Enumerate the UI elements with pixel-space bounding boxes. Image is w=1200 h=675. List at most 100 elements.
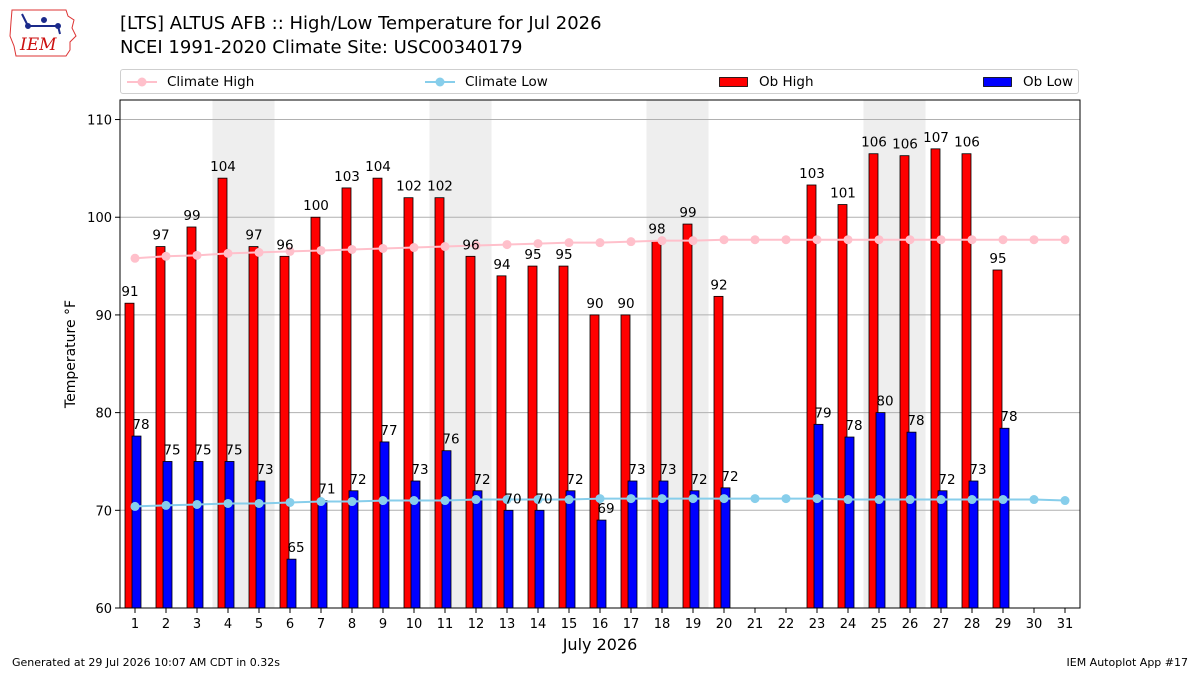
climate-low-point [471, 495, 481, 505]
ob-low-bar [131, 435, 142, 609]
ob-low-value-label: 73 [969, 462, 986, 478]
x-tick-label: 6 [286, 617, 294, 632]
climate-high-point [378, 243, 388, 253]
climate-high-point [502, 240, 512, 250]
chart-title: [LTS] ALTUS AFB :: High/Low Temperature … [120, 12, 602, 60]
x-tick-label: 18 [654, 617, 671, 632]
x-tick-label: 2 [162, 617, 170, 632]
ob-low-value-label: 72 [473, 472, 490, 488]
climate-high-point [409, 243, 419, 253]
ob-high-value-label: 102 [427, 179, 453, 195]
climate-low-point [595, 494, 605, 504]
iem-logo-text: IEM [19, 35, 57, 55]
climate-high-point [812, 235, 822, 245]
climate-high-point [347, 244, 357, 254]
x-tick-label: 21 [747, 617, 764, 632]
ob-high-value-label: 97 [245, 228, 262, 244]
ob-low-bar [224, 461, 235, 609]
climate-high-point [843, 235, 853, 245]
ob-high-value-label: 106 [954, 135, 980, 151]
ob-high-value-label: 92 [710, 277, 727, 293]
ob-high-value-label: 97 [152, 228, 169, 244]
x-tick-label: 8 [348, 617, 356, 632]
ob-low-bar [999, 427, 1010, 609]
x-tick-label: 13 [499, 617, 516, 632]
ob-low-bar [534, 509, 545, 609]
ob-low-value-label: 73 [659, 462, 676, 478]
climate-low-point [936, 495, 946, 505]
ob-low-value-label: 72 [721, 469, 738, 485]
ob-high-value-label: 99 [679, 205, 696, 221]
weather-station-icon [21, 13, 61, 35]
y-tick-label: 70 [95, 504, 112, 519]
x-tick-label: 5 [255, 617, 263, 632]
ob-low-bar [937, 490, 948, 609]
legend-line-marker-icon [127, 77, 157, 87]
ob-low-value-label: 73 [411, 462, 428, 478]
x-tick-label: 1 [131, 617, 139, 632]
legend-climate-low-label: Climate Low [465, 74, 548, 90]
ob-high-value-label: 107 [923, 130, 949, 146]
ob-low-value-label: 79 [814, 405, 831, 421]
climate-high-point [440, 242, 450, 252]
climate-low-point [657, 494, 667, 504]
ob-low-value-label: 73 [256, 462, 273, 478]
legend-line-marker-icon [425, 77, 455, 87]
y-tick-label: 110 [87, 114, 112, 129]
ob-low-bar [286, 558, 297, 609]
ob-low-bar [565, 490, 576, 609]
chart-title-line1: [LTS] ALTUS AFB :: High/Low Temperature … [120, 13, 602, 34]
ob-low-value-label: 71 [318, 482, 335, 498]
ob-low-bar [162, 461, 173, 609]
ob-low-value-label: 76 [442, 432, 459, 448]
ob-low-value-label: 65 [287, 540, 304, 556]
climate-high-point [750, 235, 760, 245]
ob-low-bar [813, 423, 824, 609]
ob-high-value-label: 96 [276, 237, 293, 253]
ob-high-value-label: 90 [617, 296, 634, 312]
ob-low-value-label: 70 [535, 491, 552, 507]
ob-low-bar [379, 441, 390, 609]
climate-high-point [254, 247, 264, 257]
legend-climate-high: Climate High [127, 73, 254, 91]
x-tick-label: 29 [995, 617, 1012, 632]
ob-high-value-label: 98 [648, 222, 665, 238]
iem-logo: IEM [9, 9, 77, 57]
ob-low-bar [348, 490, 359, 609]
climate-high-point [874, 235, 884, 245]
climate-low-point [1029, 495, 1039, 505]
climate-high-point [905, 235, 915, 245]
climate-high-point [192, 250, 202, 260]
x-tick-label: 11 [437, 617, 454, 632]
climate-low-point [254, 498, 264, 508]
climate-low-point [316, 497, 326, 507]
climate-low-point [378, 496, 388, 506]
x-tick-label: 10 [406, 617, 423, 632]
ob-low-value-label: 78 [1000, 409, 1017, 425]
x-tick-label: 28 [964, 617, 981, 632]
ob-low-value-label: 80 [876, 394, 893, 410]
y-tick-label: 80 [95, 407, 112, 422]
climate-high-point [657, 236, 667, 246]
climate-low-point [905, 495, 915, 505]
climate-high-point [595, 238, 605, 248]
climate-low-point [998, 495, 1008, 505]
ob-low-bar [875, 412, 886, 609]
legend-ob-high-label: Ob High [759, 74, 814, 90]
ob-low-bar [906, 431, 917, 609]
climate-low-point [688, 494, 698, 504]
ob-high-value-label: 102 [396, 179, 422, 195]
x-tick-label: 27 [933, 617, 950, 632]
x-axis-label: July 2026 [562, 635, 638, 654]
climate-low-point [626, 494, 636, 504]
ob-high-value-label: 100 [303, 198, 329, 214]
ob-low-bar [472, 490, 483, 609]
climate-high-point [626, 237, 636, 247]
climate-high-point [1029, 235, 1039, 245]
ob-high-value-label: 104 [210, 159, 236, 175]
chart-legend: Climate High Climate Low Ob High Ob Low [120, 69, 1079, 94]
generated-timestamp: Generated at 29 Jul 2026 10:07 AM CDT in… [12, 656, 280, 669]
ob-high-value-label: 94 [493, 257, 510, 273]
y-tick-label: 100 [87, 211, 112, 226]
ob-low-bar [844, 436, 855, 609]
